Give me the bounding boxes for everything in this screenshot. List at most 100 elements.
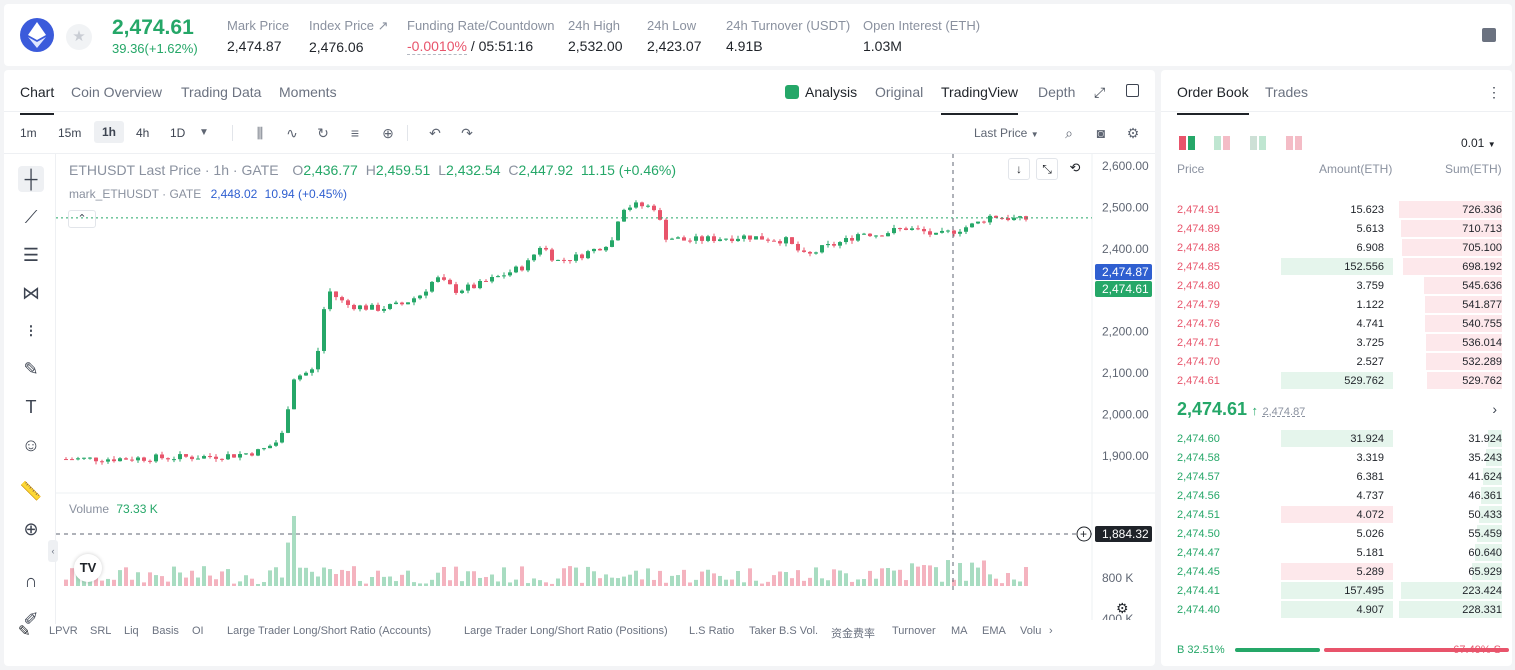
stat-index-price[interactable]: Index Price ↗ 2,476.06	[309, 18, 389, 55]
fib-icon[interactable]: ⁝	[28, 321, 34, 341]
collapse-legend-button[interactable]: ⌃	[68, 210, 96, 228]
crosshair-icon[interactable]: ┼	[18, 166, 44, 192]
ask-row[interactable]: 2,474.70 2.527 532.289	[1171, 352, 1502, 371]
bid-row[interactable]: 2,474.47 5.181 60.640	[1171, 543, 1502, 562]
indicators-icon[interactable]: ∿	[286, 125, 298, 141]
bid-row[interactable]: 2,474.56 4.737 46.361	[1171, 486, 1502, 505]
indicator-item[interactable]: OI	[192, 625, 204, 637]
tab-order-book[interactable]: Order Book	[1177, 84, 1249, 115]
stat-24h-turnover: 24h Turnover (USDT) 4.91B	[726, 18, 851, 54]
expand-icon[interactable]: ⤢	[1094, 84, 1106, 100]
indicator-item[interactable]: Basis	[152, 625, 179, 637]
book-icon[interactable]	[1482, 28, 1496, 42]
camera-icon[interactable]: ◙	[1096, 125, 1106, 141]
chevron-down-icon[interactable]: ▼	[199, 127, 209, 138]
zoom-in-icon[interactable]: ⊕	[23, 519, 39, 539]
ask-row[interactable]: 2,474.79 1.122 541.877	[1171, 295, 1502, 314]
search-icon[interactable]: ⌕	[1065, 125, 1073, 141]
precision-select[interactable]: 0.01 ▼	[1461, 136, 1496, 150]
ask-row[interactable]: 2,474.76 4.741 540.755	[1171, 314, 1502, 333]
indicator-item[interactable]: Large Trader Long/Short Ratio (Positions…	[464, 625, 668, 637]
indicator-item[interactable]: Taker B.S Vol.	[749, 625, 819, 637]
trendline-icon[interactable]: ⟋	[24, 207, 38, 227]
tab-moments[interactable]: Moments	[279, 84, 337, 100]
text-icon[interactable]: T	[25, 397, 37, 417]
ask-row[interactable]: 2,474.89 5.613 710.713	[1171, 219, 1502, 238]
candle-change: 11.15 (+0.46%)	[580, 162, 677, 178]
redo-icon[interactable]: ↷	[461, 125, 473, 141]
view-split-icon[interactable]	[1214, 136, 1230, 150]
chevron-right-icon[interactable]: ›	[1049, 625, 1053, 637]
more-icon[interactable]: ⋮	[1487, 84, 1501, 100]
ask-row[interactable]: 2,474.85 152.556 698.192	[1171, 257, 1502, 276]
bid-row[interactable]: 2,474.51 4.072 50.433	[1171, 505, 1502, 524]
bid-row[interactable]: 2,474.57 6.381 41.624	[1171, 467, 1502, 486]
indicator-item[interactable]: L.S Ratio	[689, 625, 735, 637]
tab-chart[interactable]: Chart	[20, 84, 55, 115]
mid-price-row[interactable]: 2,474.61 ↑ 2,474.87 ›	[1177, 399, 1497, 423]
magnet-icon[interactable]: ∩	[24, 571, 38, 591]
indicator-item[interactable]: Turnover	[892, 625, 936, 637]
templates-icon[interactable]: ≡	[350, 125, 360, 141]
indicator-item[interactable]: EMA	[982, 625, 1006, 637]
candle-type-icon[interactable]: ⫼	[256, 125, 264, 141]
ruler-icon[interactable]: 📏	[19, 481, 43, 501]
indicator-item[interactable]: LPVR	[49, 625, 78, 637]
collapse-sidebar-button[interactable]: ‹	[48, 540, 58, 562]
timeframe-1m[interactable]: 1m	[20, 126, 37, 140]
timeframe-15m[interactable]: 15m	[58, 126, 82, 140]
pencil-icon[interactable]: ✎	[18, 623, 31, 640]
tab-analysis[interactable]: Analysis	[785, 84, 857, 100]
pattern-icon[interactable]: ⋈	[22, 283, 40, 303]
price-source-select[interactable]: Last Price ▼	[974, 126, 1039, 140]
bid-row[interactable]: 2,474.50 5.026 55.459	[1171, 524, 1502, 543]
indicator-item[interactable]: Liq	[124, 625, 139, 637]
bid-row[interactable]: 2,474.58 3.319 35.243	[1171, 448, 1502, 467]
view-asks-icon[interactable]	[1286, 136, 1302, 150]
ask-row[interactable]: 2,474.80 3.759 545.636	[1171, 276, 1502, 295]
indicator-item[interactable]: Volu	[1020, 625, 1042, 637]
timeframe-1d[interactable]: 1D	[170, 126, 186, 140]
tab-original[interactable]: Original	[875, 84, 924, 100]
volume-bar	[142, 582, 146, 586]
add-alert-icon[interactable]: ⊕	[382, 125, 394, 141]
fullscreen-icon[interactable]	[1126, 84, 1139, 97]
bid-row[interactable]: 2,474.40 4.907 228.331	[1171, 600, 1502, 619]
horizontal-lines-icon[interactable]: ☰	[22, 245, 40, 265]
tab-coin-overview[interactable]: Coin Overview	[71, 84, 163, 100]
view-bids-icon[interactable]	[1250, 136, 1266, 150]
reset-view-icon[interactable]: ⟲	[1069, 160, 1081, 175]
indicator-item[interactable]: 资金费率	[831, 628, 875, 640]
collapse-icon[interactable]: ⤡	[1036, 158, 1058, 180]
replay-icon[interactable]: ↻	[317, 125, 329, 141]
chart-settings-icon[interactable]: ⚙	[1116, 600, 1129, 616]
gear-icon[interactable]: ⚙	[1126, 125, 1140, 141]
ask-row[interactable]: 2,474.71 3.725 536.014	[1171, 333, 1502, 352]
candle-body	[928, 231, 932, 235]
emoji-icon[interactable]: ☺	[21, 435, 41, 455]
ask-row[interactable]: 2,474.61 529.762 529.762	[1171, 371, 1502, 390]
price-chart[interactable]: 2,600.002,500.002,400.002,300.002,200.00…	[56, 154, 1155, 620]
favorite-star-icon[interactable]: ★	[66, 24, 92, 50]
tab-trades[interactable]: Trades	[1265, 84, 1309, 100]
tab-trading-data[interactable]: Trading Data	[181, 84, 262, 100]
bid-row[interactable]: 2,474.41 157.495 223.424	[1171, 581, 1502, 600]
tab-tradingview[interactable]: TradingView	[941, 84, 1019, 115]
chevron-right-icon[interactable]: ›	[1492, 401, 1497, 417]
bid-row[interactable]: 2,474.45 5.289 65.929	[1171, 562, 1502, 581]
candle-body	[1012, 217, 1016, 221]
brush-icon[interactable]: ✎	[23, 359, 39, 379]
ask-row[interactable]: 2,474.88 6.908 705.100	[1171, 238, 1502, 257]
undo-icon[interactable]: ↶	[429, 125, 441, 141]
tab-depth[interactable]: Depth	[1038, 84, 1076, 100]
indicator-item[interactable]: MA	[951, 625, 968, 637]
indicator-item[interactable]: Large Trader Long/Short Ratio (Accounts)	[227, 625, 432, 637]
bid-row[interactable]: 2,474.60 31.924 31.924	[1171, 429, 1502, 448]
ask-row[interactable]: 2,474.91 15.623 726.336	[1171, 200, 1502, 219]
indicator-item[interactable]: SRL	[90, 625, 112, 637]
scroll-down-icon[interactable]: ↓	[1008, 158, 1030, 180]
view-both-icon[interactable]	[1179, 136, 1195, 150]
timeframe-4h[interactable]: 4h	[136, 126, 150, 140]
eraser-icon[interactable]: ✐	[23, 609, 39, 629]
timeframe-1h[interactable]: 1h	[94, 121, 125, 143]
